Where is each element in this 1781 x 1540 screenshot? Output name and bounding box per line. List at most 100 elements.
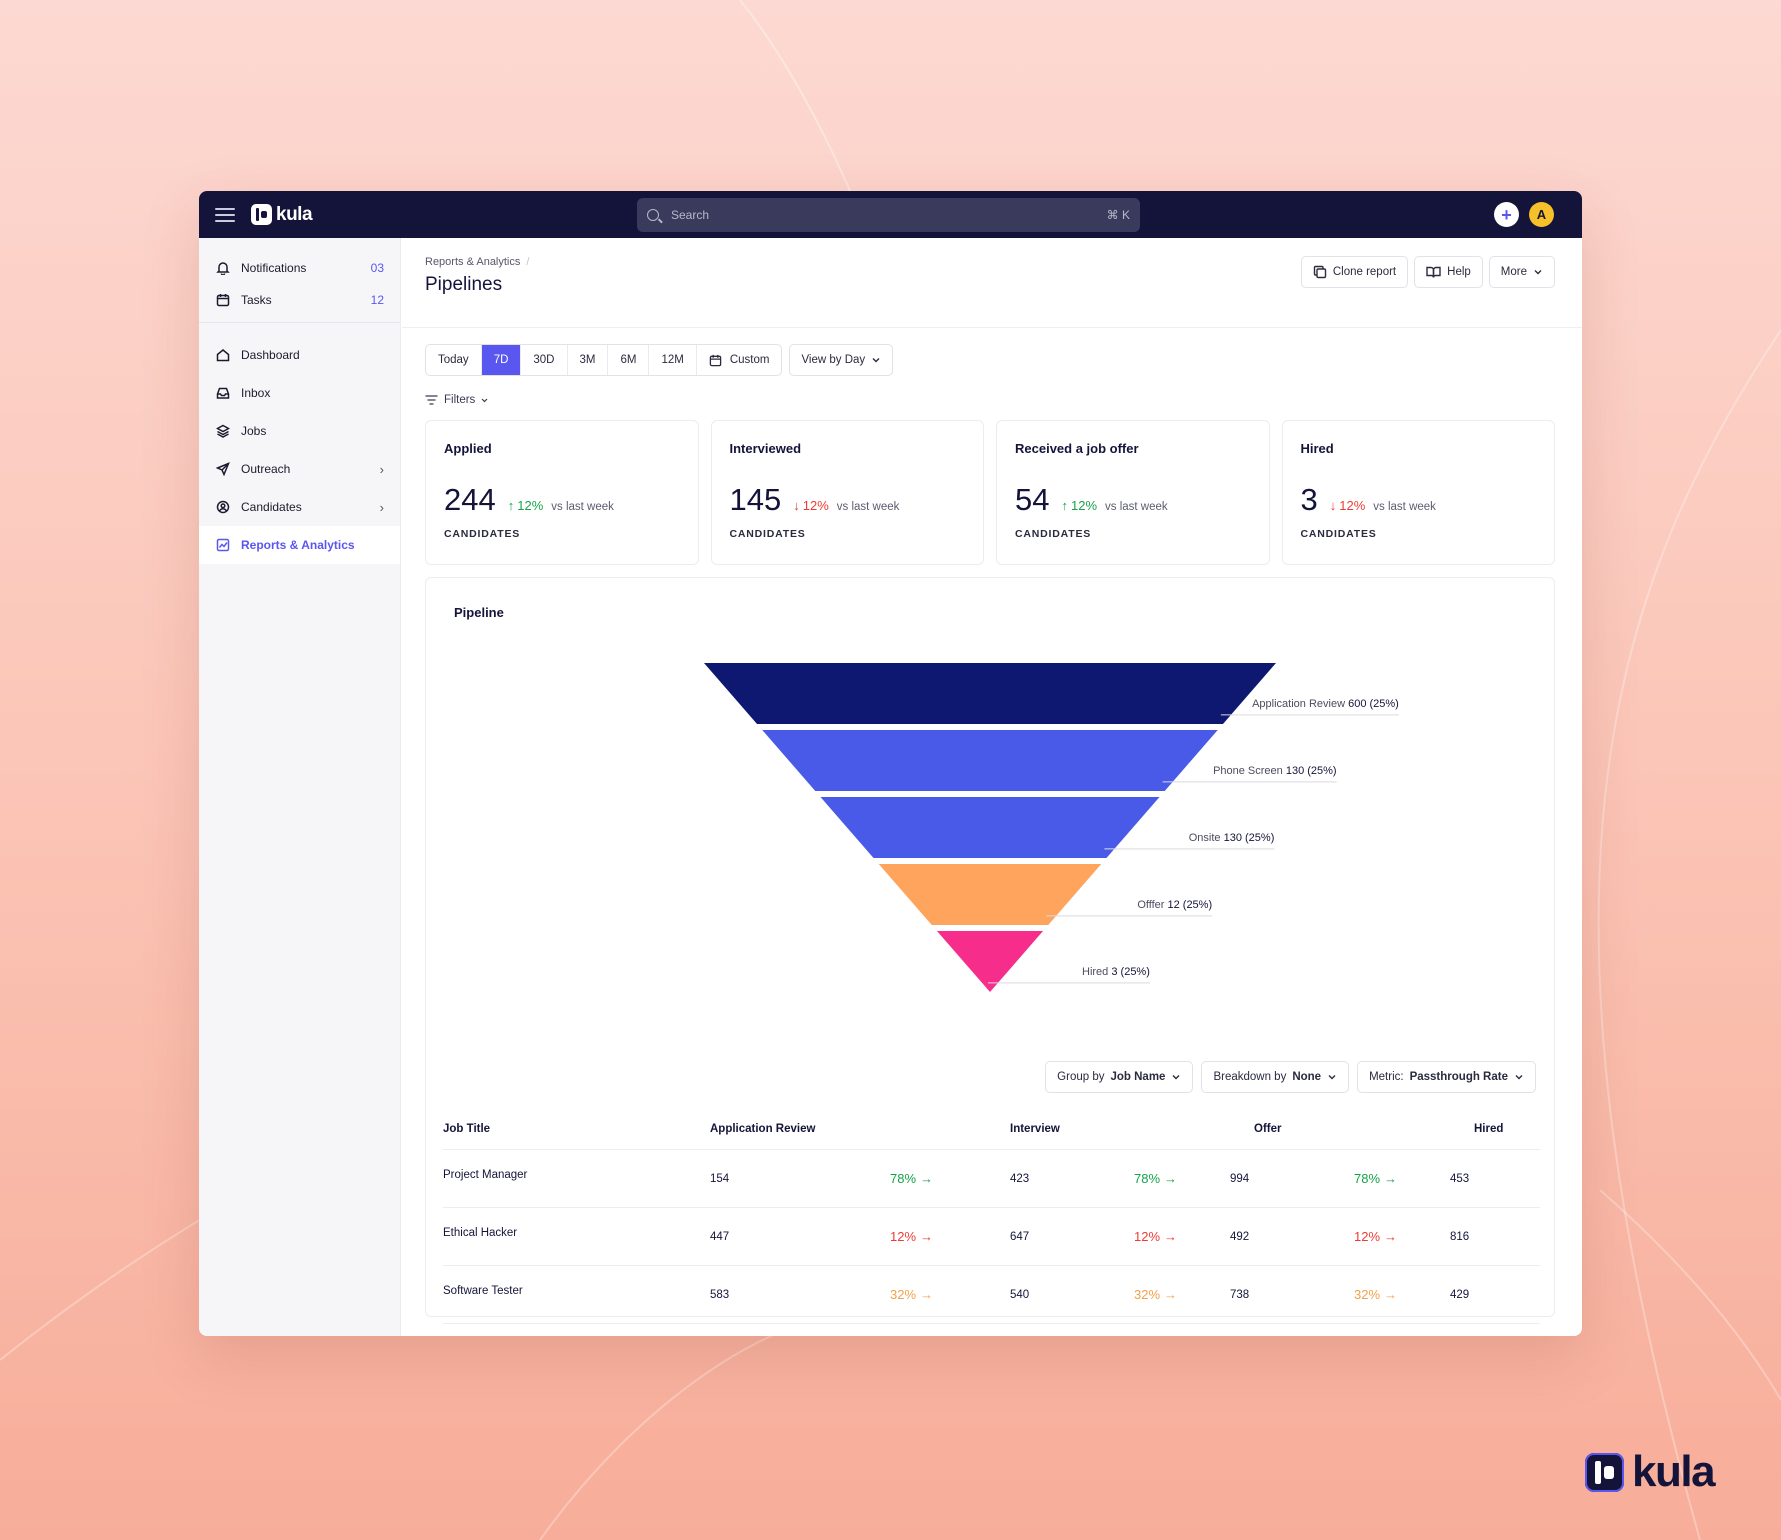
copy-icon: [1313, 265, 1327, 279]
sidebar-item-label: Notifications: [241, 261, 307, 275]
arrow-right-icon: →: [1164, 1287, 1178, 1302]
column-header[interactable]: Application Review: [710, 1123, 816, 1135]
search-input[interactable]: Search ⌘ K: [637, 198, 1140, 232]
passthrough-rate-cell: 32% →: [1354, 1287, 1450, 1302]
interview-cell: 647: [1010, 1231, 1134, 1243]
interview-cell-value: 423: [1010, 1172, 1030, 1185]
sidebar-item-label: Reports & Analytics: [241, 538, 355, 552]
job-title-cell: Ethical Hacker: [443, 1227, 710, 1239]
range-6m[interactable]: 6M: [608, 345, 650, 375]
funnel-stage[interactable]: [936, 931, 1044, 992]
passthrough-rate-cell-value: 32%: [1134, 1287, 1161, 1302]
column-header[interactable]: Offer: [1254, 1123, 1282, 1135]
range-7d[interactable]: 7D: [481, 345, 522, 375]
offer-cell: 492: [1230, 1231, 1354, 1243]
passthrough-rate-cell: 78% →: [1354, 1171, 1450, 1186]
sidebar-item-notifications[interactable]: Notifications 03: [199, 252, 400, 284]
metric-dropdown[interactable]: Metric: Passthrough Rate: [1357, 1061, 1536, 1093]
chevron-down-icon: [1515, 1075, 1523, 1080]
column-header[interactable]: Job Title: [443, 1123, 491, 1135]
chevron-down-icon: [1172, 1075, 1180, 1080]
task-count: 12: [370, 293, 384, 307]
funnel-stage-label: Application Review 600 (25%): [1252, 698, 1399, 710]
funnel-stage-label: Phone Screen 130 (25%): [1213, 765, 1337, 777]
filters-button[interactable]: Filters: [402, 376, 1582, 406]
passthrough-rate-cell: 32% →: [890, 1287, 1010, 1302]
kpi-delta: ↓ 12%: [1330, 498, 1366, 513]
kpi-card: Applied 244 ↑ 12% vs last week CANDIDATES: [425, 420, 699, 565]
kpi-title: Hired: [1300, 441, 1334, 456]
filter-icon: [425, 395, 438, 405]
arrow-right-icon: →: [920, 1287, 934, 1302]
search-placeholder: Search: [671, 208, 710, 222]
arrow-right-icon: →: [1384, 1229, 1398, 1244]
kpi-delta-value: 12%: [1070, 498, 1098, 513]
funnel-stage[interactable]: [704, 663, 1276, 724]
range-today[interactable]: Today: [426, 345, 482, 375]
range-3m[interactable]: 3M: [568, 345, 609, 375]
help-button[interactable]: Help: [1414, 256, 1483, 288]
home-icon: [215, 348, 230, 363]
layers-icon: [215, 424, 230, 439]
add-button[interactable]: +: [1494, 202, 1519, 227]
funnel-stage[interactable]: [820, 797, 1160, 858]
app-logo[interactable]: kula: [251, 204, 313, 226]
caret-down-icon: [481, 398, 488, 402]
passthrough-rate-cell: 78% →: [890, 1171, 1010, 1186]
sidebar-item-tasks[interactable]: Tasks 12: [199, 284, 400, 316]
sidebar-item-candidates[interactable]: Candidates ›: [199, 488, 400, 526]
interview-cell: 423: [1010, 1173, 1134, 1185]
search-shortcut: ⌘ K: [1106, 208, 1130, 222]
kpi-card: Interviewed 145 ↓ 12% vs last week CANDID…: [710, 420, 984, 565]
funnel-stage-label: Offfer 12 (25%): [1137, 899, 1212, 911]
range-custom[interactable]: Custom: [697, 345, 782, 375]
range-30d[interactable]: 30D: [521, 345, 568, 375]
group-by-dropdown[interactable]: Group by Job Name: [1045, 1061, 1194, 1093]
funnel-stage[interactable]: [762, 730, 1218, 791]
sidebar-item-inbox[interactable]: Inbox: [199, 374, 400, 412]
stage-name: Phone Screen: [1213, 765, 1283, 777]
job-title-cell-value: Ethical Hacker: [443, 1226, 518, 1239]
hired-cell-value: 816: [1450, 1230, 1470, 1243]
column-header[interactable]: Interview: [1010, 1123, 1060, 1135]
table-row[interactable]: Software Tester 583 32% → 540 32% → 738 32% → 429: [443, 1266, 1540, 1324]
clone-report-button[interactable]: Clone report: [1300, 256, 1409, 288]
passthrough-rate-cell: 12% →: [890, 1229, 1010, 1244]
sidebar-item-label: Inbox: [241, 386, 271, 400]
more-label: More: [1500, 266, 1527, 278]
view-by-label: View by Day: [801, 354, 866, 366]
sidebar-item-dashboard[interactable]: Dashboard: [199, 336, 400, 374]
table-row[interactable]: Ethical Hacker 447 12% → 647 12% → 492 12% → 816: [443, 1208, 1540, 1266]
passthrough-rate-cell: 12% →: [1354, 1229, 1450, 1244]
range-12m[interactable]: 12M: [649, 345, 697, 375]
breadcrumb-separator: /: [526, 256, 530, 268]
breakdown-value: None: [1292, 1071, 1322, 1083]
kula-logo-icon: [1585, 1452, 1624, 1492]
breadcrumb-link[interactable]: Reports & Analytics: [425, 256, 521, 268]
avatar[interactable]: A: [1529, 202, 1554, 227]
passthrough-rate-cell-value: 78%: [1354, 1171, 1381, 1186]
breakdown-prefix: Breakdown by: [1213, 1071, 1287, 1083]
arrow-down-icon: ↓: [1329, 498, 1337, 513]
pipeline-funnel: Application Review 600 (25%) Phone Screen…: [704, 663, 1399, 992]
kpi-compare: vs last week: [1105, 501, 1168, 513]
view-by-dropdown[interactable]: View by Day: [789, 344, 894, 376]
breadcrumb: Reports & Analytics /: [425, 256, 1558, 268]
funnel-stage[interactable]: [878, 864, 1102, 925]
offer-cell-value: 492: [1230, 1230, 1250, 1243]
chart-icon: [215, 538, 230, 553]
hired-cell: 453: [1450, 1173, 1540, 1185]
kpi-compare: vs last week: [1373, 501, 1436, 513]
metric-value: Passthrough Rate: [1409, 1071, 1508, 1083]
sidebar-item-jobs[interactable]: Jobs: [199, 412, 400, 450]
breakdown-dropdown[interactable]: Breakdown by None: [1201, 1061, 1350, 1093]
column-header[interactable]: Hired: [1474, 1123, 1504, 1135]
sidebar-item-reports-analytics[interactable]: Reports & Analytics: [199, 526, 400, 564]
chevron-down-icon: [1534, 270, 1542, 275]
more-button[interactable]: More: [1488, 256, 1555, 288]
job-title-cell: Software Tester: [443, 1285, 710, 1297]
menu-icon[interactable]: [215, 207, 235, 222]
table-row[interactable]: Project Manager 154 78% → 423 78% → 994 78% → 453: [443, 1150, 1540, 1208]
sidebar-item-outreach[interactable]: Outreach ›: [199, 450, 400, 488]
passthrough-rate-cell: 12% →: [1134, 1229, 1230, 1244]
